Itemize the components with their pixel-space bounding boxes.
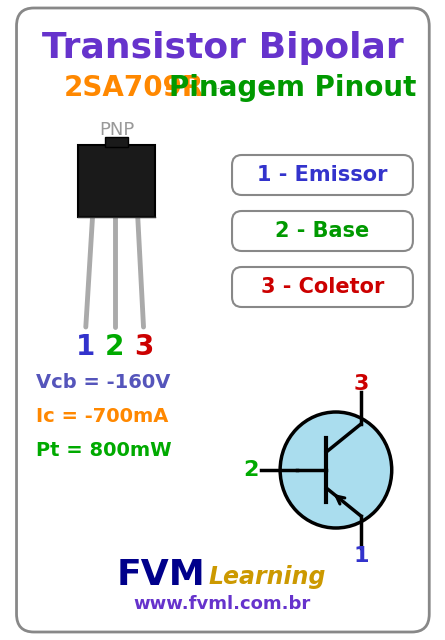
Text: www.fvml.com.br: www.fvml.com.br [134,595,311,613]
Text: Transistor Bipolar: Transistor Bipolar [41,31,403,65]
Text: FVM: FVM [116,558,205,592]
Text: 1: 1 [76,333,95,361]
Text: 2: 2 [105,333,124,361]
Text: -: - [155,74,186,102]
Bar [78,145,155,217]
Text: Vcb = -160V: Vcb = -160V [36,372,170,392]
Text: Pt = 800mW: Pt = 800mW [36,440,171,460]
Text: 2: 2 [243,460,259,480]
Text: 3: 3 [134,333,153,361]
Text: 3: 3 [353,374,368,394]
FancyBboxPatch shape [16,8,429,632]
Text: 1: 1 [353,546,369,566]
Text: PNP: PNP [99,121,134,139]
Text: Learning: Learning [209,565,326,589]
Bar [105,137,128,147]
Text: Ic = -700mA: Ic = -700mA [36,406,168,426]
FancyBboxPatch shape [232,155,413,195]
Text: 1 - Emissor: 1 - Emissor [257,165,388,185]
Text: 2SA709R: 2SA709R [64,74,204,102]
FancyBboxPatch shape [232,211,413,251]
Text: Pinagem Pinout: Pinagem Pinout [169,74,417,102]
Text: 3 - Coletor: 3 - Coletor [261,277,384,297]
Text: 2 - Base: 2 - Base [275,221,370,241]
FancyBboxPatch shape [232,267,413,307]
Circle shape [280,412,392,528]
